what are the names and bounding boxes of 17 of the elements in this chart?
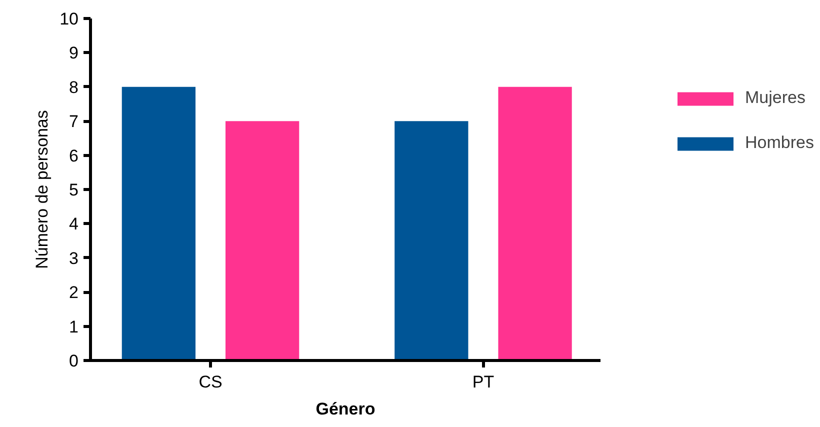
y-tick-label: 2 bbox=[69, 283, 79, 302]
y-tick-label: 3 bbox=[69, 248, 79, 268]
x-tick-label: CS bbox=[198, 372, 222, 392]
x-axis-title: Género bbox=[316, 400, 376, 418]
y-tick-label: 9 bbox=[69, 44, 79, 63]
y-tick-label: 10 bbox=[60, 10, 79, 28]
y-tick-label: 7 bbox=[69, 112, 79, 132]
legend-label: Mujeres bbox=[745, 88, 806, 108]
y-tick-label: 5 bbox=[69, 180, 79, 200]
y-tick-label: 4 bbox=[69, 214, 79, 234]
x-tick-label: PT bbox=[472, 372, 494, 392]
y-tick-label: 0 bbox=[69, 352, 79, 370]
y-tick-label: 6 bbox=[69, 146, 79, 166]
y-axis-title: Número de personas bbox=[32, 110, 52, 269]
legend-label: Hombres bbox=[745, 133, 814, 153]
y-tick-label: 8 bbox=[69, 78, 79, 97]
y-tick-label: 1 bbox=[69, 317, 79, 336]
